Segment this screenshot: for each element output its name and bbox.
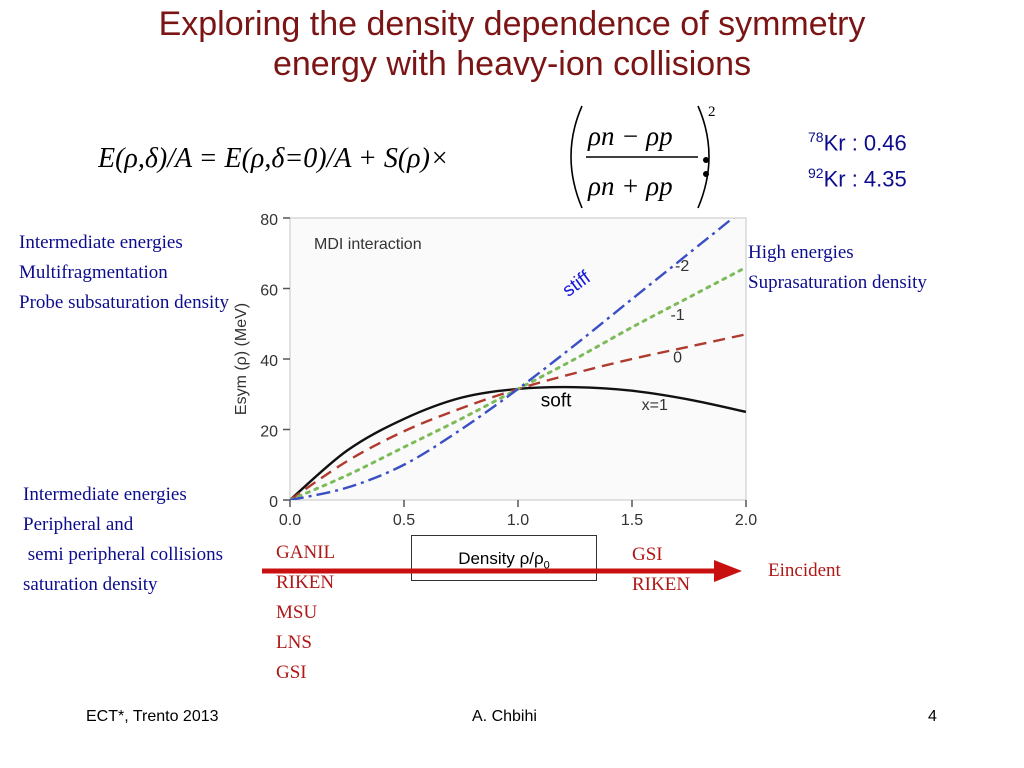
y-tick-label: 60 — [260, 283, 278, 300]
facility-item: GSI — [632, 544, 663, 565]
x-tick-label: 1.0 — [507, 512, 529, 529]
series-line--2 — [290, 218, 735, 500]
facility-item: LNS — [276, 632, 312, 653]
y-tick-label: 0 — [269, 494, 278, 511]
isotope-values: 78Kr : 0.46 92Kr : 4.35 — [808, 122, 907, 195]
series-group — [290, 218, 746, 500]
note-line: Intermediate energies — [23, 484, 187, 505]
density-subscript: 0 — [543, 559, 550, 572]
note-line: Probe subsaturation density — [19, 292, 230, 313]
note-suprasaturation: High energies Suprasaturation density — [748, 238, 927, 298]
isotope-kr78: 78Kr : 0.46 — [808, 129, 907, 156]
note-line: Peripheral and — [23, 514, 134, 535]
x-tick-label: 0.0 — [279, 512, 301, 529]
facility-item: RIKEN — [276, 572, 335, 593]
incident-energy-label: Eincident — [768, 560, 841, 581]
note-line: saturation density — [23, 574, 158, 595]
note-saturation: Intermediate energies Peripheral and sem… — [23, 480, 223, 600]
series-label: -2 — [675, 258, 689, 275]
note-subsaturation: Intermediate energies Multifragmentation… — [19, 228, 229, 318]
formula-power: 2 — [708, 104, 716, 120]
note-line: Multifragmentation — [19, 262, 168, 283]
facility-item: GSI — [276, 662, 307, 683]
incident-energy-arrow — [262, 560, 742, 582]
footer-author: A. Chbihi — [472, 708, 537, 725]
facility-item: MSU — [276, 602, 318, 623]
title-line-1: Exploring the density dependence of symm… — [158, 5, 866, 43]
note-line: Intermediate energies — [19, 232, 183, 253]
title-line-2: energy with heavy-ion collisions — [272, 45, 752, 83]
series-line--1 — [290, 265, 746, 500]
symmetry-energy-formula: E(ρ,δ)/A = E(ρ,δ=0)/A + S(ρ)× ρn − ρp ρn… — [98, 104, 716, 209]
chart-title: MDI interaction — [314, 236, 422, 253]
x-tick-label: 0.5 — [393, 512, 415, 529]
y-tick-label: 40 — [260, 353, 278, 370]
x-tick-label: 1.5 — [621, 512, 643, 529]
formula-lhs: E(ρ,δ)/A = E(ρ,δ=0)/A + S(ρ)× — [98, 143, 449, 174]
facility-item: RIKEN — [632, 574, 691, 595]
formula-denominator: ρn + ρp — [587, 171, 673, 201]
formula-dot-2 — [703, 171, 709, 177]
facility-item: GANIL — [276, 542, 336, 563]
y-tick-label: 20 — [260, 424, 278, 441]
facilities-high-energy: GSI RIKEN — [632, 540, 690, 600]
density-label: Density ρ/ρ — [458, 549, 544, 568]
note-line: High energies — [748, 242, 854, 263]
note-line: Suprasaturation density — [748, 272, 927, 293]
y-axis-label: Esym (ρ) (MeV) — [233, 303, 250, 415]
formula-dot-1 — [703, 157, 709, 163]
footer-conference: ECT*, Trento 2013 — [86, 708, 219, 725]
series-label: x=1 — [642, 397, 668, 414]
note-line: semi peripheral collisions — [23, 544, 223, 565]
facilities-low-energy: GANIL RIKEN MSU LNS GSI — [276, 538, 335, 688]
y-tick-label: 80 — [260, 212, 278, 229]
formula-right-paren — [697, 105, 710, 209]
formula-left-paren — [570, 105, 583, 209]
footer-page-number: 4 — [928, 708, 937, 725]
series-label: 0 — [673, 350, 682, 367]
annotation-soft: soft — [541, 391, 572, 412]
arrow-head — [714, 560, 742, 582]
x-tick-label: 2.0 — [735, 512, 757, 529]
slide-title: Exploring the density dependence of symm… — [0, 4, 1024, 84]
formula-numerator: ρn − ρp — [587, 121, 673, 151]
symmetry-energy-chart: 0 20 40 60 80 0.0 0.5 1.0 1.5 2.0 Esym (ρ) (MeV) MD… — [233, 212, 757, 529]
density-box: Density ρ/ρ0 — [411, 535, 597, 581]
isotope-kr92: 92Kr : 4.35 — [808, 165, 907, 192]
chart-plot-layer: 0 20 40 60 80 0.0 0.5 1.0 1.5 2.0 Esym (ρ) (MeV) MD… — [233, 212, 757, 529]
series-label: -1 — [670, 307, 684, 324]
